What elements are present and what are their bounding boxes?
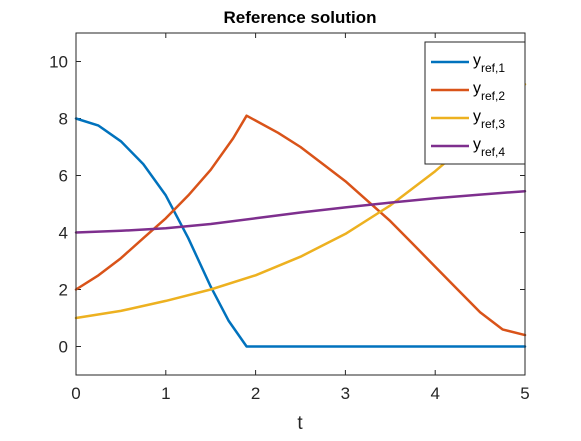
axis-ticks: 0 1 2 3 4 5 0 2 4 6 8 10 bbox=[49, 33, 530, 403]
y-tick-label: 2 bbox=[59, 281, 68, 300]
legend-label-1: yref,1 bbox=[473, 52, 505, 75]
series-line-4 bbox=[74, 189, 527, 234]
x-tick-label: 0 bbox=[71, 384, 80, 403]
x-tick-label: 2 bbox=[251, 384, 260, 403]
y-tick-label: 10 bbox=[49, 53, 68, 72]
x-axis-label: t bbox=[297, 413, 303, 434]
y-tick-label: 4 bbox=[59, 224, 68, 243]
y-tick-label: 8 bbox=[59, 110, 68, 129]
x-tick-label: 4 bbox=[430, 384, 439, 403]
x-tick-label: 1 bbox=[161, 384, 170, 403]
axes-box bbox=[75, 32, 526, 376]
legend: yref,1 yref,2 yref,3 yref,4 bbox=[424, 41, 526, 165]
legend-label-4: yref,4 bbox=[473, 136, 505, 159]
legend-label-2: yref,2 bbox=[473, 80, 505, 103]
y-tick-label: 6 bbox=[59, 167, 68, 186]
series-line-2 bbox=[74, 114, 527, 337]
chart-title: Reference solution bbox=[223, 8, 376, 27]
y-tick-label: 0 bbox=[59, 338, 68, 357]
x-tick-label: 5 bbox=[520, 384, 529, 403]
legend-label-3: yref,3 bbox=[473, 108, 505, 131]
series-line-1 bbox=[74, 117, 527, 348]
x-tick-label: 3 bbox=[341, 384, 350, 403]
